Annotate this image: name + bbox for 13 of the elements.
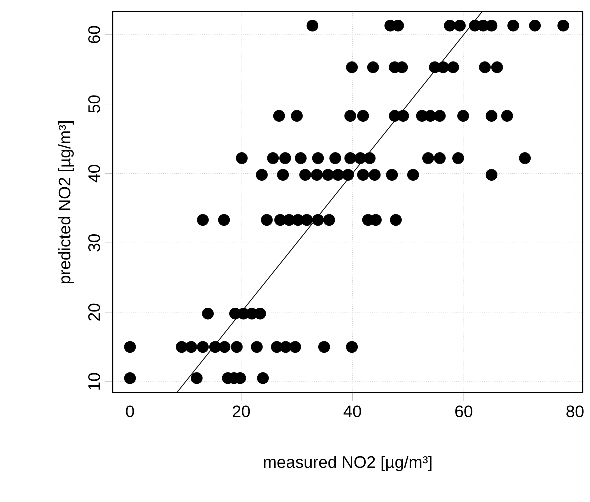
- y-tick-label: 20: [88, 304, 100, 321]
- y-axis-title: predicted NO2 [µg/m³]: [58, 122, 74, 284]
- y-tick-label: 40: [88, 165, 100, 183]
- y-tick-label: 10: [88, 373, 100, 390]
- x-tick-label: 80: [566, 406, 584, 418]
- x-tick-label: 60: [456, 406, 473, 418]
- x-tick-label: 40: [344, 406, 362, 418]
- x-tick-label: 0: [126, 406, 134, 418]
- x-tick-label: 20: [233, 406, 250, 418]
- y-tick-label: 60: [88, 26, 100, 44]
- y-tick-label: 30: [88, 234, 100, 252]
- y-tick-label: 50: [88, 96, 100, 113]
- x-axis-title: measured NO2 [µg/m³]: [264, 456, 432, 472]
